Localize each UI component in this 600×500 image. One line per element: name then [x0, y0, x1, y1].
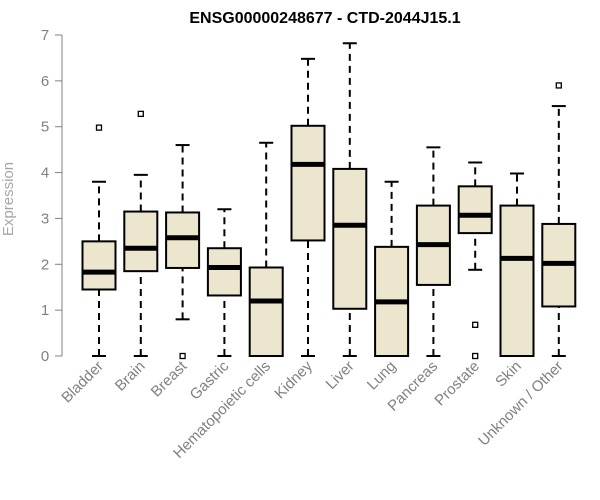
x-tick-label: Skin [492, 358, 525, 391]
box-gastric [206, 208, 242, 357]
x-tick-label: Liver [323, 358, 358, 393]
box-unknown-other [541, 82, 577, 357]
outlier-point [137, 110, 144, 118]
iqr-box [248, 266, 284, 358]
y-tick-label: 0 [41, 348, 49, 365]
iqr-box [457, 185, 493, 235]
y-tick-label: 1 [41, 302, 49, 319]
outlier-point [179, 352, 186, 360]
x-tick-label: Brain [112, 358, 149, 395]
y-tick-label: 7 [41, 27, 49, 44]
y-tick-label: 5 [41, 119, 49, 136]
iqr-box [81, 240, 117, 291]
box-skin [499, 172, 535, 357]
x-tick-label: Kidney [271, 357, 316, 402]
y-tick-label: 2 [41, 256, 49, 273]
outlier-point [472, 321, 479, 328]
box-liver [332, 42, 368, 357]
iqr-box [332, 167, 368, 310]
x-tick-label: Breast [148, 357, 191, 400]
y-tick-label: 4 [41, 165, 49, 182]
box-pancreas [415, 146, 451, 357]
boxes-group [81, 42, 577, 360]
box-breast [165, 144, 201, 360]
iqr-box [206, 247, 242, 297]
x-tick-label: Prostate [431, 358, 483, 410]
y-axis-ticks: 0 1 2 3 4 5 6 7 [41, 27, 62, 365]
box-kidney [290, 57, 326, 357]
iqr-box [499, 204, 535, 357]
x-tick-label: Lung [364, 358, 400, 394]
iqr-box [123, 210, 159, 273]
box-brain [123, 110, 159, 357]
outlier-point [472, 352, 479, 360]
y-tick-label: 6 [41, 73, 49, 90]
iqr-box [165, 211, 201, 269]
iqr-box [290, 124, 326, 242]
box-bladder [81, 124, 117, 357]
box-prostate [457, 161, 493, 360]
outlier-point [555, 82, 562, 89]
chart-title: ENSG00000248677 - CTD-2044J15.1 [189, 10, 460, 27]
box-hematopoietic-cells [248, 141, 284, 358]
x-tick-label: Bladder [58, 358, 107, 407]
y-axis-label: Expression [0, 162, 17, 236]
y-tick-label: 3 [41, 210, 49, 227]
box-lung [374, 180, 410, 357]
outlier-point [95, 124, 103, 131]
